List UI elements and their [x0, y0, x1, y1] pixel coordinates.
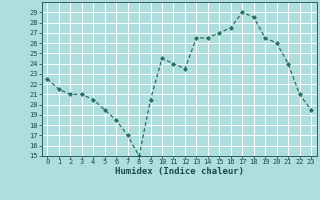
X-axis label: Humidex (Indice chaleur): Humidex (Indice chaleur) [115, 167, 244, 176]
